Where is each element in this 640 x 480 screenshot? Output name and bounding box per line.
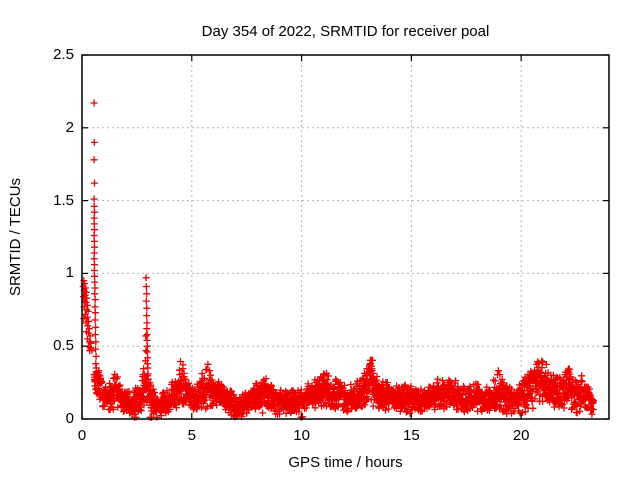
x-tick-label: 0 [77,427,87,444]
y-tick-label: 0.5 [53,337,74,355]
x-tick-label: 15 [403,427,420,444]
chart-title: Day 354 of 2022, SRMTID for receiver poa… [201,23,490,40]
y-tick-label: 1 [65,264,74,282]
y-tick-label: 0 [65,410,74,427]
x-axis-label: GPS time / hours [288,454,403,471]
y-tick-label: 1.5 [53,191,74,209]
y-tick-label: 2.5 [53,46,74,63]
x-tick-label: 20 [512,427,530,444]
x-tick-label: 5 [187,427,196,444]
x-tick-label: 10 [293,427,310,444]
y-axis-label: SRMTID / TECUs [7,177,24,297]
y-tick-label: 2 [65,118,74,136]
